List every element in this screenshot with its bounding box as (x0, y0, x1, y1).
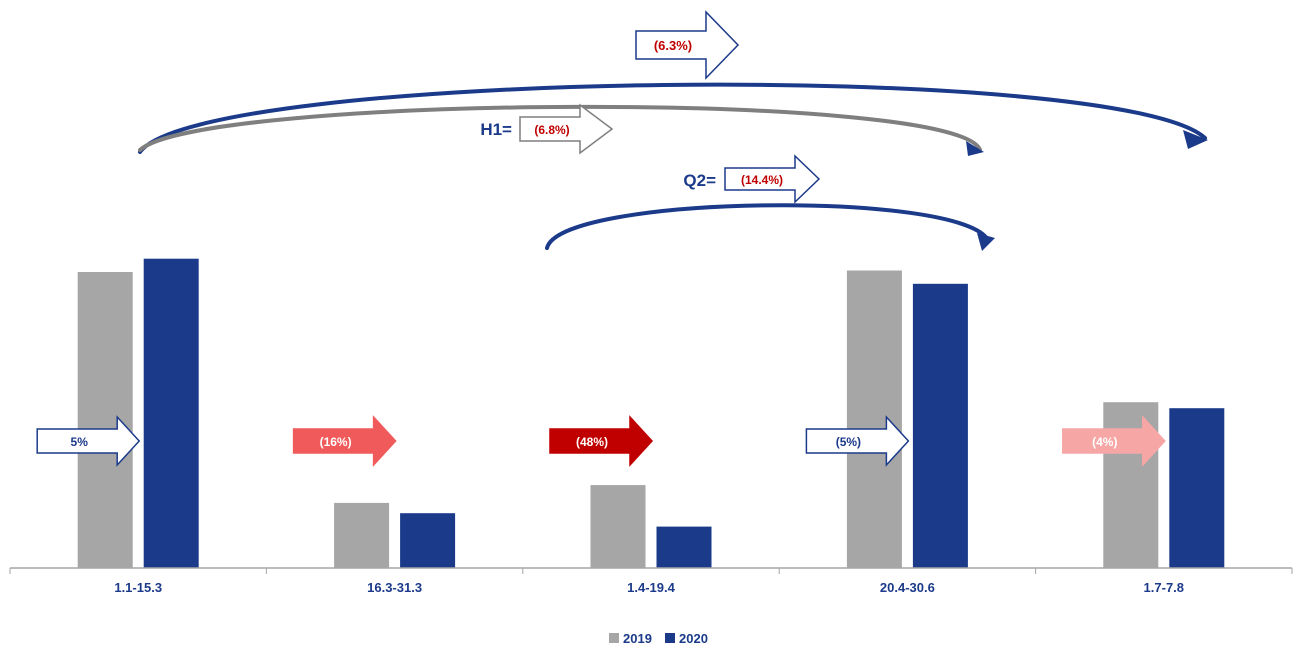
change-arrow (805, 415, 910, 467)
arc-arrowhead (966, 141, 984, 156)
x-tick-label: 1.4-19.4 (627, 580, 675, 595)
comparison-label: (14.4%) (741, 173, 783, 187)
arc-arrowhead (1183, 130, 1208, 149)
comparison-label: (6.8%) (534, 123, 569, 137)
bar-2020-1.4-19.4 (656, 526, 712, 568)
comparison-arrow (724, 154, 821, 204)
x-tick-label: 1.7-7.8 (1144, 580, 1184, 595)
change-arrow-label: (16%) (320, 435, 352, 449)
change-arrow (549, 415, 654, 467)
change-arrow-label: (4%) (1092, 435, 1117, 449)
bar-2019-1.4-19.4 (590, 485, 646, 568)
change-arrow (1062, 415, 1166, 467)
x-tick-label: 20.4-30.6 (880, 580, 935, 595)
change-arrow-label: 5% (71, 435, 89, 449)
legend-label: 2019 (623, 631, 652, 646)
change-arrow-label: (48%) (576, 435, 608, 449)
comparison-arrow (519, 103, 614, 155)
comparison-arc (545, 203, 990, 250)
bar-2019-20.4-30.6 (846, 270, 902, 568)
legend-swatch-2019 (609, 633, 619, 643)
bar-2019-16.3-31.3 (334, 502, 390, 568)
comparison-arc (138, 82, 1207, 154)
comparison-label: (6.3%) (654, 38, 692, 53)
arc-arrowhead (977, 233, 995, 251)
legend-label: 2020 (679, 631, 708, 646)
bar-2019-1.1-15.3 (77, 272, 133, 568)
comparison-arrow (635, 10, 740, 80)
bar-2020-16.3-31.3 (400, 513, 456, 568)
bar-2020-1.1-15.3 (143, 258, 199, 568)
change-arrow (36, 415, 141, 467)
legend-swatch-2020 (665, 633, 675, 643)
comparison-prefix: H1= (480, 120, 512, 139)
change-arrow (292, 415, 397, 467)
bar-2020-1.7-7.8 (1169, 408, 1225, 568)
x-tick-label: 16.3-31.3 (367, 580, 422, 595)
change-arrow-label: (5%) (836, 435, 861, 449)
comparison-arc (138, 104, 982, 152)
x-tick-label: 1.1-15.3 (114, 580, 162, 595)
bar-2020-20.4-30.6 (912, 283, 968, 568)
comparison-prefix: Q2= (683, 171, 716, 190)
